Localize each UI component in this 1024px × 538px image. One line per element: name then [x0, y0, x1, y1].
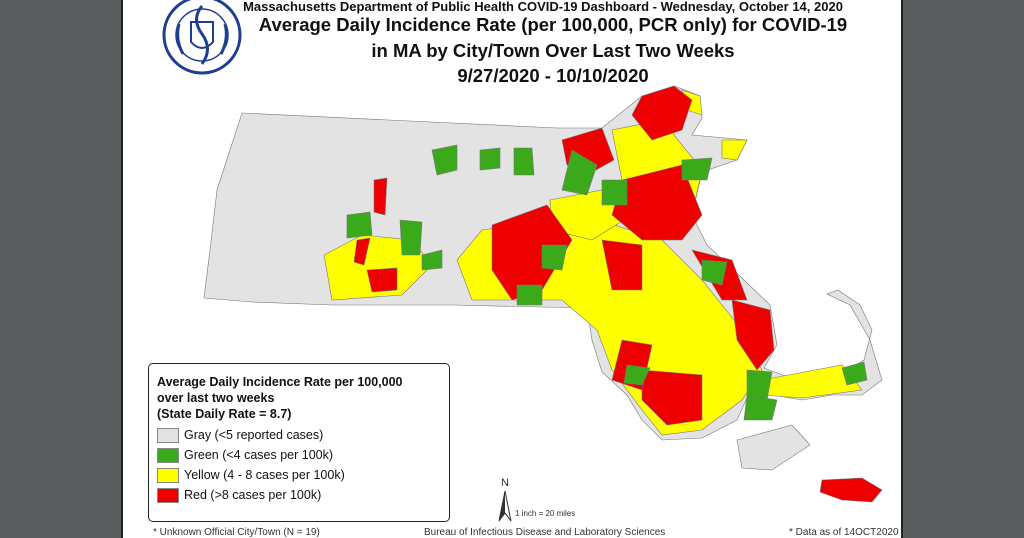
bureau-credit: Bureau of Infectious Disease and Laborat…	[424, 527, 666, 538]
legend-label: Green (<4 cases per 100k)	[184, 448, 334, 462]
north-arrow: N	[497, 477, 513, 528]
nantucket	[819, 477, 883, 503]
north-arrow-icon	[498, 490, 512, 522]
state-daily-rate: (State Daily Rate = 8.7)	[157, 407, 292, 421]
legend-item-red: Red (>8 cases per 100k)	[157, 486, 441, 504]
dashboard-line: Massachusetts Department of Public Healt…	[243, 0, 843, 14]
massachusetts-town-map	[203, 85, 883, 503]
north-label: N	[501, 477, 509, 489]
dph-seal-logo	[162, 0, 242, 75]
unknown-towns-note: * Unknown Official City/Town (N = 19)	[153, 527, 320, 538]
legend-title-line2: over last two weeks	[157, 391, 275, 405]
green-swatch	[157, 447, 179, 463]
legend-title-line1: Average Daily Incidence Rate per 100,000	[157, 375, 403, 389]
data-as-of: * Data as of 14OCT2020	[789, 527, 899, 538]
map-title-line2: in MA by City/Town Over Last Two Weeks	[371, 40, 735, 61]
gray-swatch	[157, 427, 179, 443]
red-towns	[353, 85, 775, 426]
green-towns	[346, 144, 868, 421]
date-range: 9/27/2020 - 10/10/2020	[457, 65, 649, 86]
map-legend: Average Daily Incidence Rate per 100,000…	[148, 363, 450, 522]
scale-text: 1 inch = 20 miles	[515, 509, 576, 518]
map-title-line1: Average Daily Incidence Rate (per 100,00…	[258, 14, 848, 35]
document-page: Massachusetts Department of Public Healt…	[121, 0, 903, 538]
marthas-vineyard	[736, 424, 811, 471]
legend-item-gray: Gray (<5 reported cases)	[157, 426, 441, 444]
legend-label: Yellow (4 - 8 cases per 100k)	[184, 468, 345, 482]
legend-label: Red (>8 cases per 100k)	[184, 488, 322, 502]
legend-item-green: Green (<4 cases per 100k)	[157, 446, 441, 464]
yellow-swatch	[157, 467, 179, 483]
legend-label: Gray (<5 reported cases)	[184, 428, 324, 442]
red-swatch	[157, 487, 179, 503]
legend-item-yellow: Yellow (4 - 8 cases per 100k)	[157, 466, 441, 484]
